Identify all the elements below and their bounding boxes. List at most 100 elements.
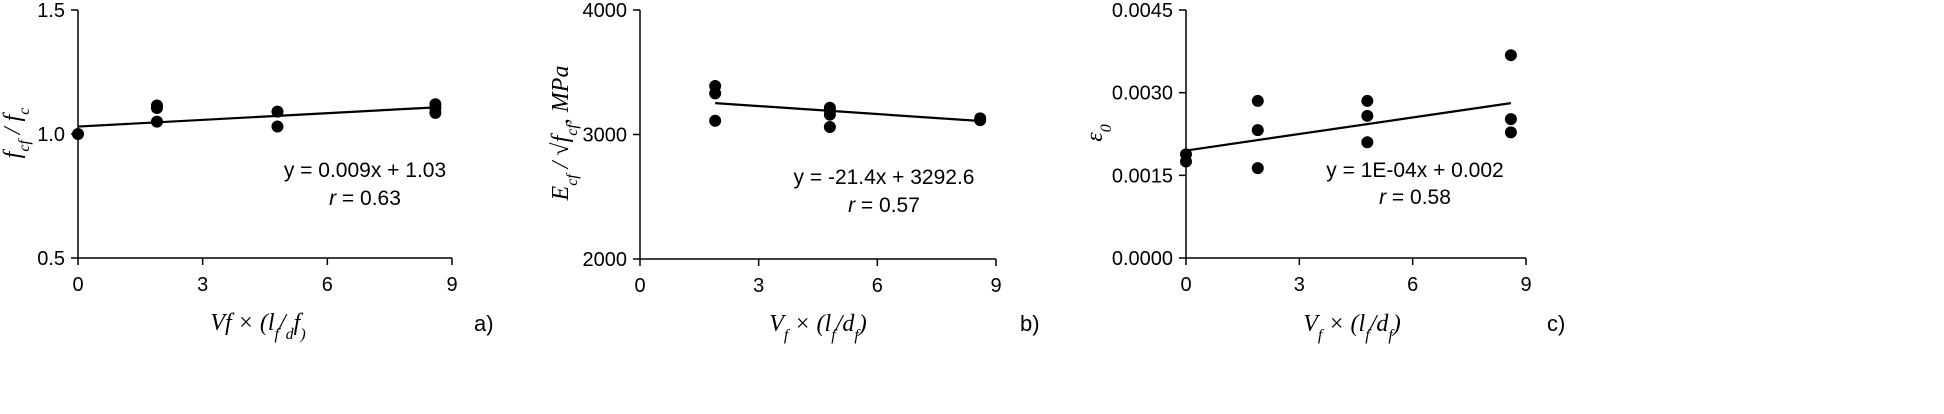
- x-tick-label: 3: [1294, 274, 1305, 296]
- data-point: [271, 120, 284, 133]
- r-value: = 0.63: [336, 187, 401, 210]
- data-point: [823, 121, 836, 134]
- label-part: V: [1303, 311, 1320, 337]
- label-part: ): [1391, 311, 1401, 337]
- correlation-label: r = 0.63: [329, 187, 401, 210]
- label-part: ): [857, 311, 867, 337]
- data-point: [1361, 109, 1374, 122]
- chart-panel-1: 0 3 6 9 0.5 1.0 1.5 y = 0.009x + 1.03 r = 0.63 Vf…: [0, 0, 494, 343]
- label-part: f: [1318, 327, 1325, 344]
- data-point: [709, 87, 722, 100]
- label-part: f: [0, 148, 26, 158]
- data-point: [429, 106, 442, 119]
- data-point: [1180, 155, 1192, 168]
- data-point: [1251, 162, 1264, 175]
- x-axis-label: Vf × (lf/df): [210, 310, 305, 343]
- data-point: [150, 101, 163, 114]
- label-part: cf: [564, 122, 581, 136]
- x-tick-label: 9: [990, 275, 1001, 297]
- data-point: [1504, 126, 1517, 139]
- y-tick-label: 0.0045: [1112, 0, 1173, 22]
- data-point: [1251, 124, 1264, 137]
- label-part: f: [784, 327, 791, 344]
- label-part: d: [286, 326, 295, 343]
- label-part: /: [0, 121, 26, 140]
- data-point: [271, 105, 284, 118]
- label-part: f: [1365, 327, 1372, 344]
- data-point: [1504, 113, 1517, 126]
- label-part: f: [294, 310, 304, 336]
- data-point: [150, 115, 163, 128]
- chart-panel-2: 0 3 6 9 2000 3000 4000 y = -21.4x + 3292.6 r = 0…: [548, 0, 1040, 344]
- panel-label: c): [1547, 311, 1565, 336]
- data-point: [823, 108, 836, 121]
- trendline: [77, 106, 436, 128]
- label-part: d: [1376, 311, 1389, 337]
- data-point: [1361, 136, 1374, 149]
- label-part: f: [831, 327, 838, 344]
- data-point: [1251, 94, 1264, 107]
- r-symbol: r: [848, 194, 856, 217]
- y-tick-label: 1.5: [37, 0, 65, 22]
- chart-panel-3: 0 3 6 9 0.0000 0.0015 0.0030 0.0045 y = 1E-04x +…: [1082, 0, 1565, 344]
- label-part: Vf: [210, 310, 235, 336]
- label-part: f: [548, 132, 574, 142]
- trendline-equation: y = -21.4x + 3292.6: [794, 166, 975, 189]
- label-part: cf: [564, 172, 581, 186]
- panel-label: a): [474, 311, 494, 336]
- y-tick-label: 0.0030: [1112, 83, 1173, 105]
- label-part: ε: [1082, 132, 1108, 142]
- data-point: [1361, 94, 1374, 107]
- data-point: [709, 114, 722, 127]
- trendline: [1185, 102, 1512, 152]
- label-part: V: [769, 311, 786, 337]
- y-axis-label: ε0: [1082, 124, 1115, 141]
- y-axis-label: fcf / fc: [0, 108, 33, 159]
- label-part: × (: [788, 311, 826, 337]
- y-tick-label: 4000: [583, 0, 628, 22]
- label-part: l: [1359, 311, 1366, 337]
- label-part: ): [299, 326, 305, 343]
- label-part: × (: [1322, 311, 1360, 337]
- label-part: f: [1388, 327, 1395, 344]
- x-tick-label: 3: [753, 275, 764, 297]
- label-part: f: [854, 327, 861, 344]
- x-axis-label: Vf × (lf/df): [769, 311, 867, 344]
- x-tick-label: 0: [1180, 274, 1191, 296]
- x-tick-label: 9: [446, 274, 457, 296]
- correlation-label: r = 0.57: [848, 194, 920, 217]
- x-tick-label: 6: [322, 274, 333, 296]
- label-part: c: [16, 108, 33, 115]
- label-part: × (: [232, 310, 270, 336]
- label-part: / √: [548, 142, 574, 175]
- x-axis-label: Vf × (lf/df): [1303, 311, 1401, 344]
- label-part: /: [834, 311, 845, 337]
- x-tick-label: 0: [72, 274, 83, 296]
- r-symbol: r: [1379, 186, 1387, 209]
- data-point: [72, 128, 84, 140]
- r-value: = 0.57: [855, 194, 920, 217]
- label-part: l: [825, 311, 832, 337]
- y-tick-label: 3000: [583, 125, 628, 147]
- y-axis-label: Ecf / √fcf, MPa: [548, 66, 581, 202]
- y-tick-label: 0.0015: [1112, 165, 1173, 187]
- y-tick-label: 2000: [583, 249, 628, 271]
- data-point: [1504, 49, 1517, 62]
- y-tick-label: 1.0: [37, 124, 65, 146]
- label-part: 0: [1098, 124, 1115, 132]
- data-point: [974, 114, 987, 127]
- x-tick-label: 3: [197, 274, 208, 296]
- y-tick-label: 0.5: [37, 248, 65, 270]
- label-part: f: [0, 111, 26, 121]
- label-part: d: [842, 311, 855, 337]
- trendline-equation: y = 0.009x + 1.03: [284, 159, 446, 182]
- trendline-equation: y = 1E-04x + 0.002: [1326, 159, 1503, 182]
- label-part: /: [277, 310, 288, 336]
- y-tick-label: 0.0000: [1112, 248, 1173, 270]
- r-value: = 0.58: [1386, 186, 1451, 209]
- trendline: [715, 102, 981, 123]
- label-part: l: [268, 310, 275, 336]
- x-tick-label: 0: [634, 275, 645, 297]
- label-part: cf: [16, 138, 33, 152]
- correlation-label: r = 0.58: [1379, 186, 1451, 209]
